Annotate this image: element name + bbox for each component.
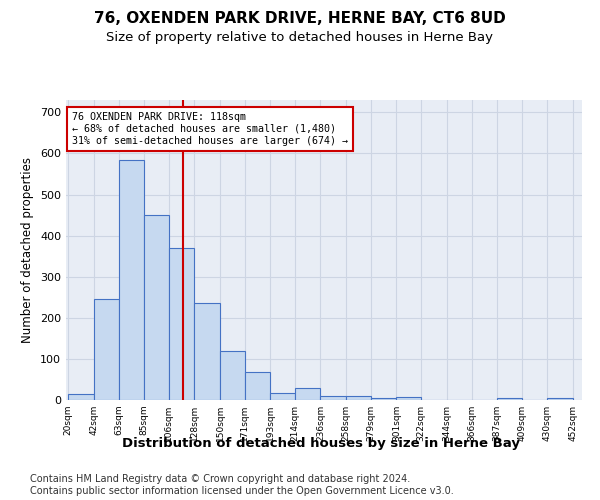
- Bar: [144, 215, 169, 400]
- Bar: [119, 160, 144, 400]
- Y-axis label: Number of detached properties: Number of detached properties: [22, 157, 34, 343]
- Bar: [320, 396, 346, 400]
- Bar: [270, 392, 295, 400]
- Text: Contains HM Land Registry data © Crown copyright and database right 2024.: Contains HM Land Registry data © Crown c…: [30, 474, 410, 484]
- Bar: [245, 372, 270, 400]
- Text: Contains public sector information licensed under the Open Government Licence v3: Contains public sector information licen…: [30, 486, 454, 496]
- Bar: [220, 350, 245, 400]
- Text: Size of property relative to detached houses in Herne Bay: Size of property relative to detached ho…: [107, 31, 493, 44]
- Bar: [497, 398, 523, 400]
- Bar: [346, 396, 371, 400]
- Bar: [397, 396, 421, 400]
- Text: Distribution of detached houses by size in Herne Bay: Distribution of detached houses by size …: [122, 438, 520, 450]
- Bar: [194, 304, 220, 400]
- Bar: [547, 398, 572, 400]
- Text: 76 OXENDEN PARK DRIVE: 118sqm
← 68% of detached houses are smaller (1,480)
31% o: 76 OXENDEN PARK DRIVE: 118sqm ← 68% of d…: [72, 112, 348, 146]
- Bar: [68, 394, 94, 400]
- Bar: [371, 398, 397, 400]
- Bar: [295, 388, 320, 400]
- Bar: [94, 300, 119, 400]
- Bar: [169, 248, 194, 400]
- Text: 76, OXENDEN PARK DRIVE, HERNE BAY, CT6 8UD: 76, OXENDEN PARK DRIVE, HERNE BAY, CT6 8…: [94, 11, 506, 26]
